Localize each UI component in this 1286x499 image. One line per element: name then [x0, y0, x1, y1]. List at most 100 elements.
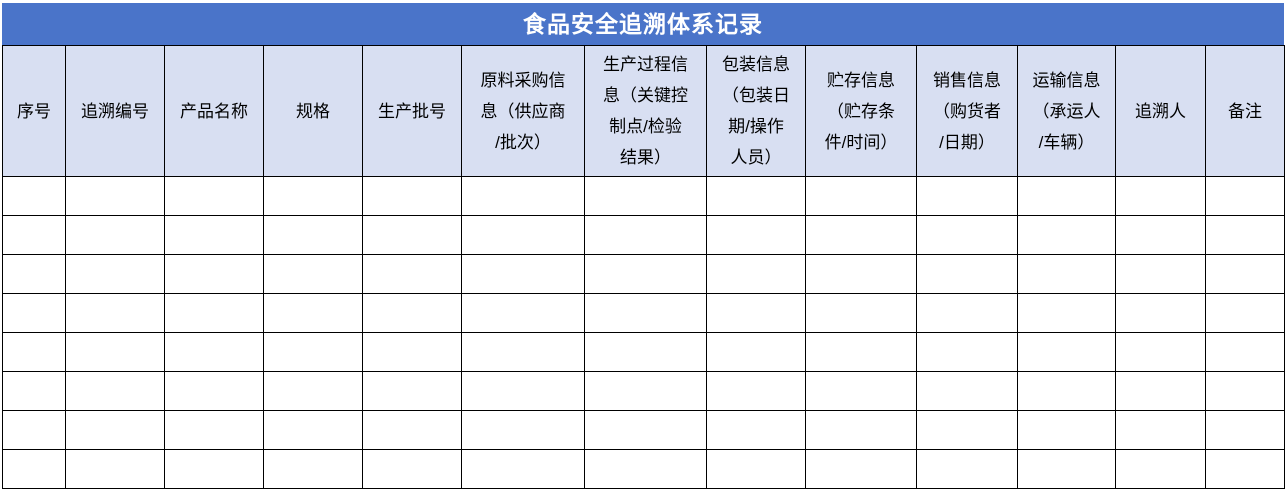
table-cell[interactable]	[2, 371, 66, 411]
table-cell[interactable]	[1115, 293, 1206, 333]
table-cell[interactable]	[2, 254, 66, 294]
table-cell[interactable]	[1115, 254, 1206, 294]
table-cell[interactable]	[65, 332, 165, 372]
table-cell[interactable]	[164, 176, 264, 216]
table-cell[interactable]	[164, 410, 264, 450]
table-cell[interactable]	[164, 215, 264, 255]
table-cell[interactable]	[461, 410, 585, 450]
table-cell[interactable]	[1205, 449, 1285, 489]
table-cell[interactable]	[65, 410, 165, 450]
table-cell[interactable]	[1205, 332, 1285, 372]
table-cell[interactable]	[263, 410, 363, 450]
table-cell[interactable]	[461, 215, 585, 255]
table-cell[interactable]	[805, 176, 917, 216]
table-cell[interactable]	[1205, 293, 1285, 333]
table-cell[interactable]	[362, 332, 462, 372]
table-cell[interactable]	[362, 449, 462, 489]
table-cell[interactable]	[584, 254, 707, 294]
table-cell[interactable]	[362, 176, 462, 216]
table-cell[interactable]	[2, 332, 66, 372]
table-cell[interactable]	[584, 332, 707, 372]
table-cell[interactable]	[706, 176, 806, 216]
table-cell[interactable]	[263, 215, 363, 255]
table-cell[interactable]	[362, 371, 462, 411]
table-cell[interactable]	[584, 449, 707, 489]
table-cell[interactable]	[706, 410, 806, 450]
table-cell[interactable]	[461, 449, 585, 489]
table-cell[interactable]	[2, 293, 66, 333]
table-cell[interactable]	[584, 215, 707, 255]
table-cell[interactable]	[916, 293, 1018, 333]
table-cell[interactable]	[362, 215, 462, 255]
table-cell[interactable]	[584, 410, 707, 450]
table-cell[interactable]	[916, 371, 1018, 411]
table-cell[interactable]	[2, 410, 66, 450]
table-cell[interactable]	[1017, 293, 1116, 333]
table-cell[interactable]	[1205, 410, 1285, 450]
table-cell[interactable]	[1017, 410, 1116, 450]
table-cell[interactable]	[461, 176, 585, 216]
table-cell[interactable]	[1205, 176, 1285, 216]
table-cell[interactable]	[263, 332, 363, 372]
table-cell[interactable]	[164, 254, 264, 294]
table-cell[interactable]	[461, 254, 585, 294]
table-cell[interactable]	[263, 254, 363, 294]
table-cell[interactable]	[362, 293, 462, 333]
table-cell[interactable]	[164, 371, 264, 411]
table-cell[interactable]	[805, 410, 917, 450]
table-cell[interactable]	[916, 449, 1018, 489]
table-cell[interactable]	[706, 293, 806, 333]
table-cell[interactable]	[805, 254, 917, 294]
table-cell[interactable]	[461, 293, 585, 333]
table-cell[interactable]	[1115, 215, 1206, 255]
table-cell[interactable]	[263, 449, 363, 489]
table-cell[interactable]	[584, 293, 707, 333]
table-cell[interactable]	[1017, 371, 1116, 411]
table-cell[interactable]	[1017, 449, 1116, 489]
table-cell[interactable]	[1017, 332, 1116, 372]
table-cell[interactable]	[65, 176, 165, 216]
table-cell[interactable]	[362, 410, 462, 450]
table-cell[interactable]	[1115, 176, 1206, 216]
table-cell[interactable]	[164, 293, 264, 333]
table-cell[interactable]	[584, 371, 707, 411]
table-cell[interactable]	[65, 293, 165, 333]
table-cell[interactable]	[1017, 254, 1116, 294]
table-cell[interactable]	[1205, 215, 1285, 255]
table-cell[interactable]	[916, 332, 1018, 372]
table-cell[interactable]	[1017, 176, 1116, 216]
table-cell[interactable]	[916, 410, 1018, 450]
table-cell[interactable]	[916, 215, 1018, 255]
table-cell[interactable]	[805, 332, 917, 372]
table-cell[interactable]	[362, 254, 462, 294]
table-cell[interactable]	[65, 254, 165, 294]
table-cell[interactable]	[805, 371, 917, 411]
table-cell[interactable]	[1205, 254, 1285, 294]
table-cell[interactable]	[65, 449, 165, 489]
table-cell[interactable]	[916, 176, 1018, 216]
table-cell[interactable]	[1205, 371, 1285, 411]
table-cell[interactable]	[584, 176, 707, 216]
table-cell[interactable]	[706, 215, 806, 255]
table-cell[interactable]	[706, 332, 806, 372]
table-cell[interactable]	[706, 371, 806, 411]
table-cell[interactable]	[706, 449, 806, 489]
table-cell[interactable]	[2, 215, 66, 255]
table-cell[interactable]	[706, 254, 806, 294]
table-cell[interactable]	[1115, 449, 1206, 489]
table-cell[interactable]	[461, 371, 585, 411]
table-cell[interactable]	[1115, 332, 1206, 372]
table-cell[interactable]	[805, 215, 917, 255]
table-cell[interactable]	[916, 254, 1018, 294]
table-cell[interactable]	[1115, 371, 1206, 411]
table-cell[interactable]	[2, 176, 66, 216]
table-cell[interactable]	[263, 176, 363, 216]
table-cell[interactable]	[805, 293, 917, 333]
table-cell[interactable]	[164, 449, 264, 489]
table-cell[interactable]	[263, 371, 363, 411]
table-cell[interactable]	[1017, 215, 1116, 255]
table-cell[interactable]	[1115, 410, 1206, 450]
table-cell[interactable]	[65, 371, 165, 411]
table-cell[interactable]	[263, 293, 363, 333]
table-cell[interactable]	[164, 332, 264, 372]
